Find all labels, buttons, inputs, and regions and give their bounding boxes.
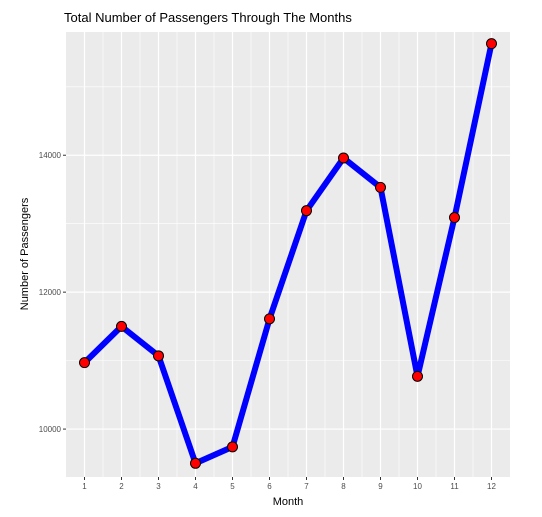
y-axis-title: Number of Passengers: [19, 197, 31, 310]
x-tick-label: 3: [156, 482, 161, 491]
series-line: [81, 40, 495, 467]
x-tick-label: 10: [413, 482, 422, 491]
data-point: [412, 370, 423, 382]
x-tick-label: 11: [450, 482, 459, 491]
x-tick-label: 2: [119, 482, 124, 491]
data-point: [79, 357, 90, 369]
x-tick-label: 6: [267, 482, 272, 491]
data-point: [227, 441, 238, 453]
data-point: [153, 350, 164, 362]
x-tick-label: 12: [487, 482, 496, 491]
y-tick-label: 14000: [39, 151, 62, 160]
data-point: [264, 313, 275, 325]
x-tick-label: 4: [193, 482, 198, 491]
y-tick-label: 12000: [39, 288, 62, 297]
chart-title: Total Number of Passengers Through The M…: [64, 10, 352, 25]
series-line-layer: [81, 40, 495, 467]
data-point: [449, 212, 460, 224]
data-point: [301, 205, 312, 217]
y-axis: 10000 12000 14000: [39, 151, 66, 434]
x-tick-label: 5: [230, 482, 235, 491]
data-point: [190, 457, 201, 469]
data-points: [79, 38, 497, 469]
data-point: [338, 152, 349, 164]
data-point: [116, 320, 127, 332]
data-point: [375, 181, 386, 193]
data-point: [486, 38, 497, 50]
x-tick-label: 8: [341, 482, 346, 491]
x-axis: 1 2 3 4 5 6 7 8 9 10 11 12: [82, 477, 496, 491]
x-tick-label: 9: [378, 482, 383, 491]
x-tick-label: 1: [82, 482, 87, 491]
grid-lines: [66, 32, 510, 477]
x-axis-title: Month: [273, 496, 304, 508]
y-tick-label: 10000: [39, 425, 62, 434]
x-tick-label: 7: [304, 482, 309, 491]
